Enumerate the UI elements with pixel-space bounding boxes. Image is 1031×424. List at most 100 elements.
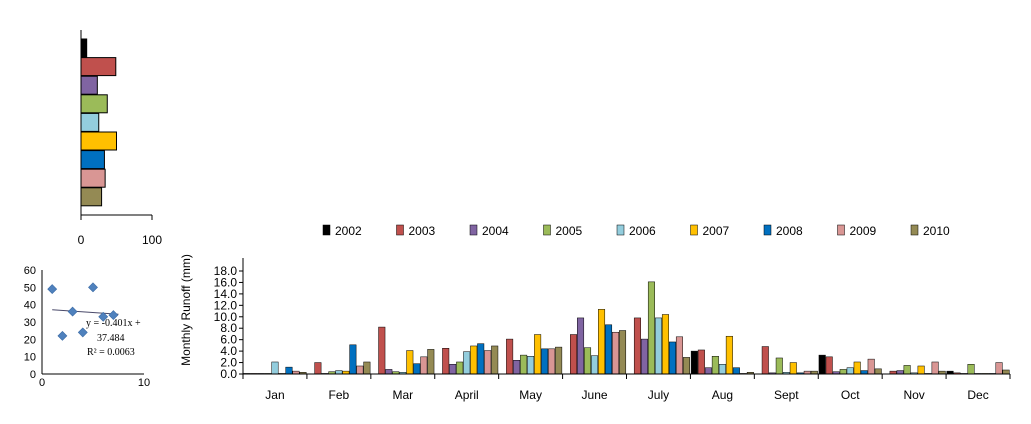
bar-Oct-2002 [818, 354, 826, 375]
category-label-Nov: Nov [903, 388, 924, 402]
scatter-point-7 [108, 310, 119, 320]
annual-bars [80, 38, 117, 207]
bar-Nov-2009 [931, 361, 939, 375]
bar-April-2005 [456, 361, 464, 375]
bar-May-2006 [527, 356, 535, 375]
annual-bar-2005 [80, 94, 108, 114]
legend-swatch-2004 [469, 224, 478, 236]
bar-July-2008 [668, 341, 676, 375]
annual-bar-2008 [80, 150, 105, 170]
monthly-y-tick-6.0: 6.0 [220, 333, 237, 347]
bar-Mar-2004 [385, 369, 393, 375]
bar-Feb-2009 [356, 365, 364, 375]
trendline-r2: R² = 0.0063 [87, 347, 135, 358]
annual-bar-2010 [80, 187, 103, 207]
bar-Aug-2005 [711, 356, 719, 375]
legend-label-2004: 2004 [482, 224, 509, 238]
bar-April-2003 [442, 348, 450, 375]
monthly-y-ticks: 0.02.04.06.08.010.012.014.016.018.0 [214, 264, 243, 381]
bar-Mar-2003 [378, 326, 386, 375]
bar-Oct-2003 [825, 356, 833, 375]
bar-May-2009 [548, 348, 556, 375]
legend-label-2003: 2003 [409, 224, 436, 238]
bar-Dec-2010 [1002, 369, 1010, 375]
category-label-June: June [582, 388, 608, 402]
scatter-y-tick-10: 10 [24, 352, 36, 364]
bar-May-2008 [541, 348, 549, 375]
bar-May-2005 [520, 354, 528, 375]
bar-May-2004 [513, 360, 521, 375]
bar-June-2005 [584, 347, 592, 375]
bar-June-2003 [570, 334, 578, 375]
annual-bar-2003 [80, 57, 117, 77]
bar-Oct-2009 [867, 358, 875, 375]
bar-April-2009 [484, 350, 492, 375]
trendline [52, 309, 119, 315]
bar-Aug-2007 [725, 335, 733, 375]
category-label-July: July [648, 388, 669, 402]
scatter-y-tick-30: 30 [24, 317, 36, 329]
scatter-point-4 [77, 327, 88, 338]
bar-June-2007 [598, 309, 606, 375]
monthly-x-ticks [242, 374, 1011, 379]
category-label-Jan: Jan [265, 388, 284, 402]
category-label-Aug: Aug [712, 388, 733, 402]
scatter-y-tick-40: 40 [24, 300, 36, 312]
legend-swatch-2003 [396, 224, 404, 236]
bar-May-2003 [506, 338, 514, 375]
legend-label-2010: 2010 [923, 224, 950, 238]
legend-swatch-2009 [837, 224, 845, 236]
legend-label-2005: 2005 [556, 224, 583, 238]
bar-July-2003 [633, 317, 641, 375]
legend-label-2009: 2009 [850, 224, 877, 238]
bar-June-2006 [591, 355, 599, 375]
bar-May-2007 [534, 334, 542, 375]
legend-label-2007: 2007 [703, 224, 730, 238]
bar-Feb-2008 [349, 344, 357, 375]
bar-May-2010 [555, 346, 563, 375]
annual-bar-2006 [80, 112, 100, 132]
annual-bar-2007 [80, 131, 117, 151]
bar-Aug-2003 [697, 349, 705, 375]
legend-label-2008: 2008 [776, 224, 803, 238]
scatter-y-tick-60: 60 [24, 265, 36, 277]
legend-swatch-2010 [910, 224, 919, 236]
monthly-y-tick-2.0: 2.0 [220, 356, 237, 370]
trendline-equation-line2: 37.484 [97, 333, 125, 344]
bar-July-2004 [640, 338, 648, 375]
bar-July-2006 [654, 317, 662, 375]
monthly-y-axis-label: Monthly Runoff (mm) [179, 254, 193, 366]
scatter-y-ticks: 0 10 20 30 40 50 60 [24, 265, 36, 381]
legend-label-2002: 2002 [335, 224, 362, 238]
bar-July-2009 [675, 336, 683, 375]
annual-x-tick-100: 100 [142, 233, 162, 247]
monthly-category-labels: Jan Feb Mar April May June July Aug Sept Oct Nov De… [265, 388, 988, 402]
bar-Sept-2005 [775, 357, 783, 375]
scatter-points [47, 282, 119, 341]
bar-June-2009 [612, 331, 620, 375]
scatter-y-tick-0: 0 [30, 369, 36, 381]
scatter-y-tick-50: 50 [24, 282, 36, 294]
bar-Aug-2002 [690, 350, 698, 375]
scatter-y-tick-20: 20 [24, 334, 36, 346]
bar-July-2007 [661, 314, 669, 375]
bar-Oct-2005 [839, 369, 847, 375]
monthly-bars [243, 281, 1010, 375]
bar-Aug-2008 [732, 367, 740, 375]
bar-Sept-2003 [761, 346, 769, 375]
scatter-x-tick-10: 10 [138, 377, 150, 389]
bar-Dec-2009 [995, 362, 1003, 375]
bar-June-2010 [619, 330, 627, 375]
monthly-y-tick-16.0: 16.0 [214, 275, 238, 289]
category-label-Dec: Dec [967, 388, 988, 402]
bar-Oct-2008 [860, 370, 868, 375]
bar-Feb-2010 [363, 361, 371, 375]
category-label-Mar: Mar [392, 388, 413, 402]
bar-Jan-2006 [271, 361, 279, 375]
bar-Jan-2008 [285, 366, 293, 375]
bar-Mar-2008 [413, 363, 421, 375]
legend-swatch-2006 [616, 224, 625, 236]
trendline-equation-line1: y = -0.401x + [86, 318, 141, 329]
